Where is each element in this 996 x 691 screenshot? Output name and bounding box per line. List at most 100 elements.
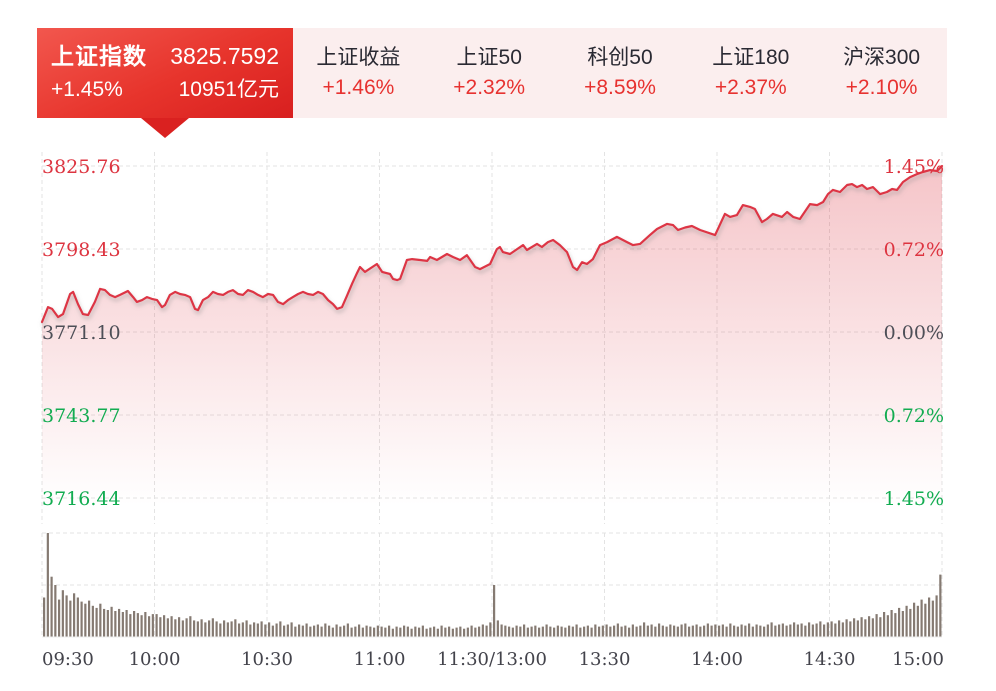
volume-bar bbox=[676, 626, 679, 637]
volume-bar bbox=[796, 624, 799, 637]
volume-bar bbox=[406, 626, 409, 637]
tab-change: +1.46% bbox=[322, 76, 395, 99]
y-axis-label-left: 3771.10 bbox=[42, 322, 121, 344]
volume-bar bbox=[58, 599, 61, 637]
volume-bar bbox=[170, 616, 173, 637]
y-axis-label-left: 3798.43 bbox=[42, 239, 121, 261]
x-axis-label: 09:30 bbox=[42, 649, 94, 670]
volume-bar bbox=[380, 626, 383, 637]
volume-bar bbox=[568, 625, 571, 637]
volume-bar bbox=[388, 625, 391, 637]
volume-bar bbox=[710, 625, 713, 637]
volume-bar bbox=[624, 625, 627, 637]
volume-bar bbox=[88, 600, 91, 637]
volume-bar bbox=[425, 628, 428, 637]
volume-bar bbox=[166, 618, 169, 637]
volume-bar bbox=[616, 623, 619, 637]
volume-bar bbox=[778, 624, 781, 637]
volume-bar bbox=[706, 623, 709, 637]
volume-bar bbox=[433, 626, 436, 637]
selected-index-name: 上证指数 bbox=[51, 43, 147, 69]
volume-bar bbox=[530, 626, 533, 637]
volume-bar bbox=[451, 628, 454, 637]
volume-bar bbox=[571, 626, 574, 637]
volume-bar bbox=[691, 625, 694, 637]
volume-bar bbox=[373, 627, 376, 637]
volume-bar bbox=[928, 597, 931, 637]
volume-bar bbox=[688, 626, 691, 637]
y-axis-label-left: 3716.44 bbox=[42, 488, 121, 510]
volume-bar bbox=[391, 628, 394, 637]
tab-csi300[interactable]: 沪深300 +2.10% bbox=[816, 28, 947, 118]
volume-bar bbox=[699, 626, 702, 637]
y-axis-label-left: 3743.77 bbox=[42, 405, 121, 427]
volume-bar bbox=[181, 620, 184, 637]
volume-bar bbox=[241, 622, 244, 637]
volume-bar bbox=[301, 625, 304, 637]
volume-bar bbox=[444, 627, 447, 637]
volume-bar bbox=[815, 623, 818, 637]
x-axis-label: 13:30 bbox=[579, 649, 631, 670]
volume-bar bbox=[305, 623, 308, 637]
tab-sse180[interactable]: 上证180 +2.37% bbox=[685, 28, 816, 118]
volume-bar bbox=[455, 627, 458, 637]
volume-bar bbox=[628, 627, 631, 637]
volume-bar bbox=[519, 626, 522, 637]
index-tab-strip: 上证指数 3825.7592 +1.45% 10951亿元 上证收益 +1.46… bbox=[0, 0, 996, 145]
tab-star50[interactable]: 科创50 +8.59% bbox=[555, 28, 686, 118]
volume-bar bbox=[50, 576, 53, 637]
tab-change: +2.37% bbox=[714, 76, 787, 99]
volume-bar bbox=[286, 624, 289, 637]
tab-sse50[interactable]: 上证50 +2.32% bbox=[424, 28, 555, 118]
volume-bar bbox=[384, 627, 387, 637]
volume-bar bbox=[744, 625, 747, 637]
volume-bar bbox=[695, 624, 698, 637]
volume-bar bbox=[421, 625, 424, 637]
volume-bar bbox=[226, 622, 229, 637]
x-axis-label: 14:00 bbox=[691, 649, 743, 670]
volume-bar bbox=[594, 624, 597, 637]
tab-shanghai-return[interactable]: 上证收益 +1.46% bbox=[293, 28, 424, 118]
volume-bar bbox=[65, 595, 68, 637]
volume-bar bbox=[751, 626, 754, 637]
volume-bar bbox=[204, 622, 207, 637]
volume-bar bbox=[283, 625, 286, 637]
volume-bar bbox=[849, 621, 852, 637]
volume-bar bbox=[886, 615, 889, 637]
volume-bar bbox=[924, 603, 927, 637]
volume-bar bbox=[601, 625, 604, 637]
volume-bar bbox=[234, 619, 237, 637]
volume-bar bbox=[793, 622, 796, 637]
volume-bar bbox=[579, 627, 582, 637]
volume-bar bbox=[436, 628, 439, 637]
volume-bar bbox=[759, 625, 762, 637]
volume-bar bbox=[95, 607, 98, 637]
volume-bar bbox=[669, 624, 672, 637]
volume-bar bbox=[774, 625, 777, 637]
selected-tab-pointer-icon bbox=[141, 118, 189, 138]
volume-bar bbox=[703, 625, 706, 637]
volume-bar bbox=[725, 626, 728, 637]
volume-bar bbox=[249, 624, 252, 637]
volume-bar bbox=[106, 610, 109, 637]
volume-bar bbox=[230, 621, 233, 637]
volume-bar bbox=[399, 627, 402, 637]
volume-bar bbox=[80, 601, 83, 637]
volume-bar bbox=[69, 600, 72, 637]
volume-bar bbox=[583, 626, 586, 637]
tab-shanghai-composite[interactable]: 上证指数 3825.7592 +1.45% 10951亿元 bbox=[37, 28, 293, 118]
volume-bar bbox=[343, 625, 346, 637]
y-axis-label-right: 0.72% bbox=[884, 405, 944, 427]
volume-bar bbox=[864, 619, 867, 637]
selected-index-value: 3825.7592 bbox=[170, 43, 279, 69]
volume-bar bbox=[279, 621, 282, 637]
volume-bar bbox=[200, 619, 203, 637]
volume-bar bbox=[459, 626, 462, 637]
volume-bar bbox=[196, 621, 199, 637]
volume-bar bbox=[508, 626, 511, 637]
volume-bar bbox=[350, 627, 353, 637]
volume-bar bbox=[114, 611, 117, 637]
volume-bar bbox=[819, 621, 822, 637]
volume-bar bbox=[61, 590, 64, 637]
